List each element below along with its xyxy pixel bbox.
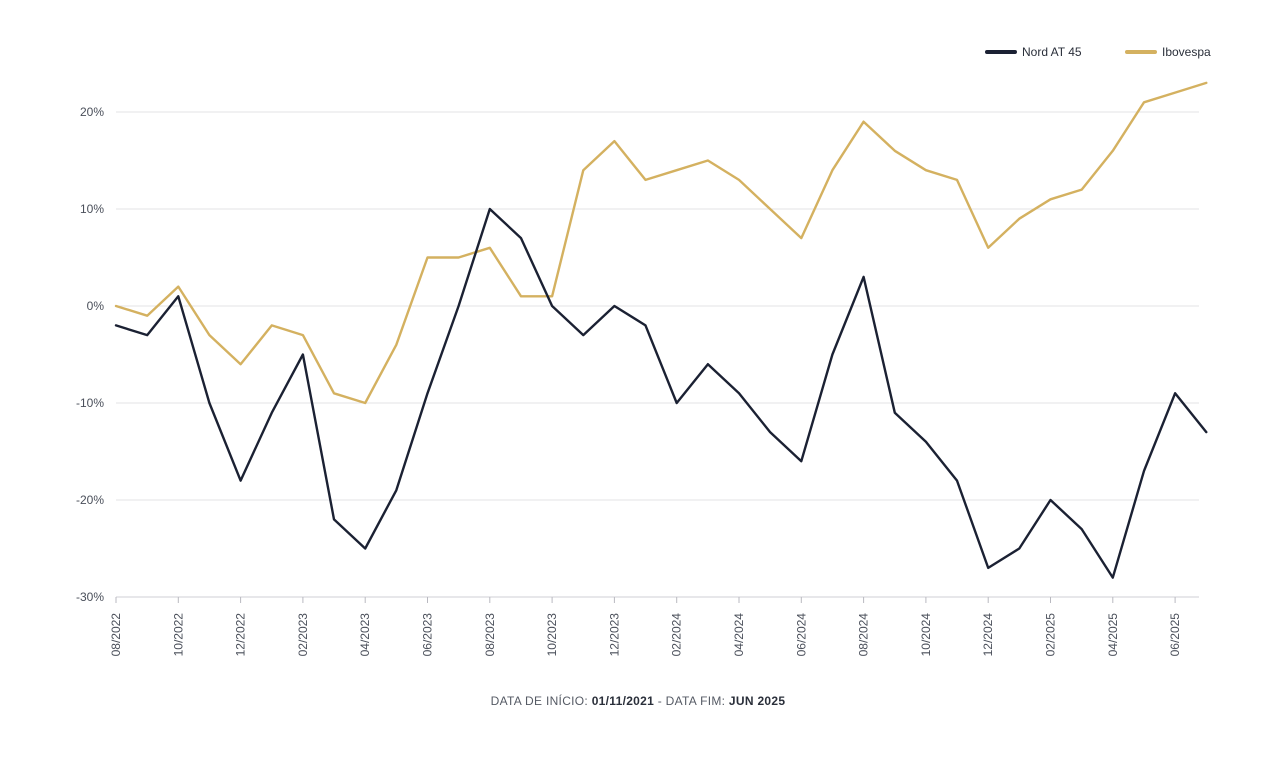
x-tick-label: 02/2024 (670, 613, 684, 657)
x-tick-label: 06/2024 (794, 613, 808, 657)
series-line-ibovespa (114, 81, 1208, 405)
x-tick-label: 12/2023 (607, 613, 621, 657)
y-tick-label: -20% (76, 493, 104, 507)
x-tick-label: 10/2022 (171, 613, 185, 657)
legend: Nord AT 45 Ibovespa (985, 45, 1211, 59)
x-tick-label: 04/2023 (358, 613, 372, 657)
x-tick-label: 08/2022 (109, 613, 123, 657)
y-axis: 20% 10% 0% -10% -20% -30% (76, 105, 104, 604)
x-tick-label: 10/2024 (919, 613, 933, 657)
footer-end-label: - DATA FIM: (654, 694, 729, 708)
y-tick-label: -30% (76, 590, 104, 604)
x-tick-label: 12/2024 (981, 613, 995, 657)
legend-label: Ibovespa (1162, 45, 1211, 59)
y-tick-label: -10% (76, 396, 104, 410)
x-tick-label: 12/2022 (234, 613, 248, 657)
x-tick-label: 02/2025 (1044, 613, 1058, 657)
x-tick-label: 04/2024 (732, 613, 746, 657)
footer-end-date: JUN 2025 (728, 694, 786, 708)
y-tick-label: 20% (80, 105, 104, 119)
x-axis: 08/2022 10/2022 12/2022 02/2023 04/2023 06/20… (109, 596, 1199, 657)
x-tick-label: 06/2023 (421, 613, 435, 657)
legend-label: Nord AT 45 (1022, 45, 1082, 59)
x-tick-label: 10/2023 (545, 613, 559, 657)
x-tick-label: 08/2023 (483, 613, 497, 657)
y-tick-label: 0% (87, 299, 105, 313)
date-range-caption: DATA DE INÍCIO: 01/11/2021 - DATA FIM: J… (0, 694, 1276, 708)
y-tick-label: 10% (80, 202, 104, 216)
x-tick-label: 06/2025 (1168, 613, 1182, 657)
plot-area (114, 81, 1208, 579)
x-tick-label: 08/2024 (857, 613, 871, 657)
footer-start-date: 01/11/2021 (591, 694, 655, 708)
x-tick-label: 04/2025 (1106, 613, 1120, 657)
footer-start-label: DATA DE INÍCIO: (490, 694, 592, 708)
series-line-nord-at-45 (114, 207, 1208, 579)
x-tick-label: 02/2023 (296, 613, 310, 657)
